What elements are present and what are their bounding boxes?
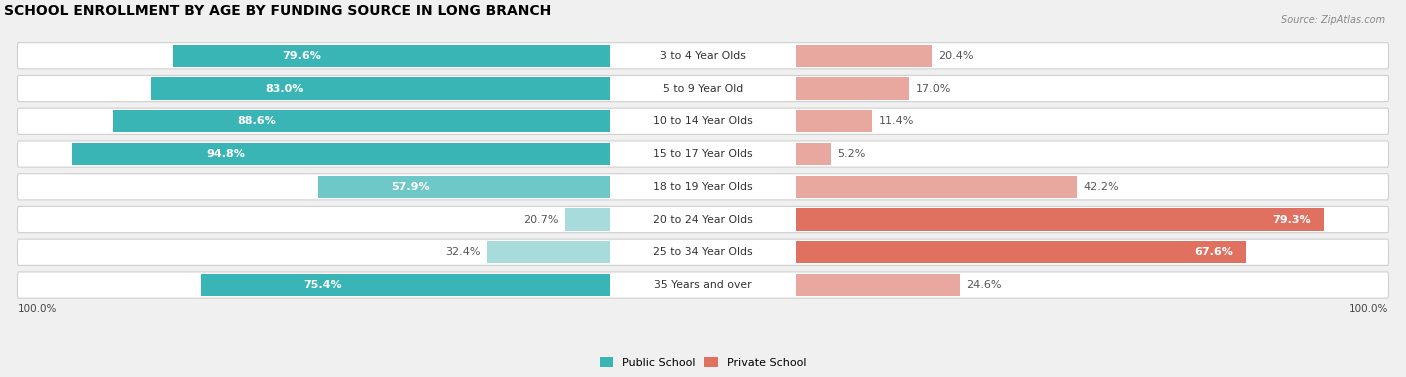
Text: 10 to 14 Year Olds: 10 to 14 Year Olds bbox=[654, 116, 752, 126]
Bar bbox=[796, 176, 1077, 198]
Text: 20.4%: 20.4% bbox=[939, 51, 974, 61]
Text: 5.2%: 5.2% bbox=[838, 149, 866, 159]
Text: 42.2%: 42.2% bbox=[1084, 182, 1119, 192]
Bar bbox=[318, 176, 610, 198]
Text: 3 to 4 Year Olds: 3 to 4 Year Olds bbox=[659, 51, 747, 61]
Bar bbox=[114, 110, 610, 132]
Text: 57.9%: 57.9% bbox=[391, 182, 429, 192]
Text: 67.6%: 67.6% bbox=[1194, 247, 1233, 257]
Text: 35 Years and over: 35 Years and over bbox=[654, 280, 752, 290]
FancyBboxPatch shape bbox=[17, 108, 1389, 134]
Text: 11.4%: 11.4% bbox=[879, 116, 914, 126]
Text: 5 to 9 Year Old: 5 to 9 Year Old bbox=[662, 84, 744, 93]
Bar bbox=[796, 274, 960, 296]
Text: 24.6%: 24.6% bbox=[966, 280, 1002, 290]
FancyBboxPatch shape bbox=[17, 75, 1389, 102]
FancyBboxPatch shape bbox=[17, 239, 1389, 265]
Text: 20 to 24 Year Olds: 20 to 24 Year Olds bbox=[654, 215, 752, 225]
Text: 79.3%: 79.3% bbox=[1272, 215, 1310, 225]
Bar bbox=[72, 143, 610, 165]
Text: 18 to 19 Year Olds: 18 to 19 Year Olds bbox=[654, 182, 752, 192]
Bar bbox=[796, 44, 932, 67]
Text: 20.7%: 20.7% bbox=[523, 215, 558, 225]
Text: 79.6%: 79.6% bbox=[283, 51, 321, 61]
Bar bbox=[796, 241, 1246, 264]
FancyBboxPatch shape bbox=[17, 43, 1389, 69]
Text: 94.8%: 94.8% bbox=[207, 149, 246, 159]
Bar bbox=[150, 77, 610, 100]
Text: 15 to 17 Year Olds: 15 to 17 Year Olds bbox=[654, 149, 752, 159]
FancyBboxPatch shape bbox=[17, 174, 1389, 200]
Text: 17.0%: 17.0% bbox=[915, 84, 952, 93]
Text: 83.0%: 83.0% bbox=[266, 84, 304, 93]
Text: 32.4%: 32.4% bbox=[446, 247, 481, 257]
Text: 100.0%: 100.0% bbox=[17, 303, 56, 314]
Bar bbox=[796, 77, 910, 100]
Text: 75.4%: 75.4% bbox=[304, 280, 342, 290]
Text: 25 to 34 Year Olds: 25 to 34 Year Olds bbox=[654, 247, 752, 257]
Bar bbox=[173, 44, 610, 67]
Text: 88.6%: 88.6% bbox=[238, 116, 276, 126]
FancyBboxPatch shape bbox=[17, 272, 1389, 298]
Bar bbox=[796, 208, 1324, 231]
Text: 100.0%: 100.0% bbox=[1350, 303, 1389, 314]
FancyBboxPatch shape bbox=[17, 207, 1389, 233]
Bar bbox=[565, 208, 610, 231]
Bar bbox=[201, 274, 610, 296]
Text: Source: ZipAtlas.com: Source: ZipAtlas.com bbox=[1281, 15, 1385, 25]
Bar bbox=[488, 241, 610, 264]
Bar bbox=[796, 110, 872, 132]
FancyBboxPatch shape bbox=[17, 141, 1389, 167]
Legend: Public School, Private School: Public School, Private School bbox=[595, 353, 811, 372]
Bar bbox=[796, 143, 831, 165]
Text: SCHOOL ENROLLMENT BY AGE BY FUNDING SOURCE IN LONG BRANCH: SCHOOL ENROLLMENT BY AGE BY FUNDING SOUR… bbox=[4, 4, 551, 18]
